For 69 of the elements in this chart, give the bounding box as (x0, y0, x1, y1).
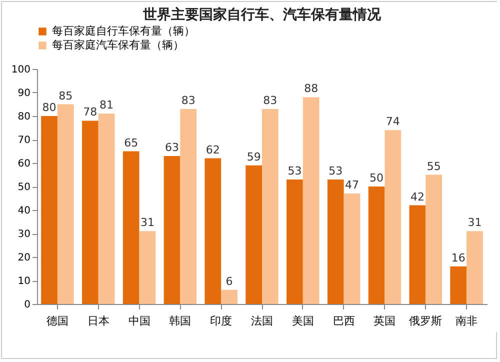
y-tick-label: 30 (18, 229, 30, 240)
bar (164, 156, 180, 304)
bar (368, 186, 385, 304)
x-tick-label: 美国 (292, 314, 314, 328)
bar (122, 151, 140, 304)
y-tick-label: 0 (24, 300, 30, 310)
legend-label: 每百家庭自行车保有量（辆） (52, 24, 195, 38)
data-label: 16 (451, 251, 466, 264)
data-label: 83 (181, 94, 196, 107)
data-label: 88 (304, 82, 318, 96)
x-tick-label: 南非 (456, 314, 478, 328)
y-tick-label: 10 (18, 276, 30, 287)
data-label: 78 (83, 106, 98, 119)
x-tick-label: 巴西 (332, 314, 355, 328)
data-label: 83 (263, 94, 278, 107)
bar (204, 158, 222, 304)
y-tick-label: 90 (18, 88, 30, 99)
y-tick-label: 60 (18, 158, 30, 170)
x-tick-label: 德国 (46, 314, 68, 328)
data-label: 47 (345, 178, 359, 192)
bar (344, 194, 360, 304)
x-tick-label: 韩国 (169, 314, 192, 328)
bar (286, 179, 303, 304)
bar (41, 116, 58, 304)
data-label: 53 (328, 164, 343, 178)
y-tick-label: 40 (18, 206, 30, 216)
chart-title: 世界主要国家自行车、汽车保有量情况 (142, 6, 382, 23)
data-label: 50 (370, 172, 384, 184)
bar (98, 114, 115, 304)
data-label: 62 (206, 143, 220, 156)
data-label: 31 (140, 216, 154, 230)
data-label: 80 (42, 101, 56, 114)
bar (180, 108, 197, 304)
x-tick-label: 俄罗斯 (409, 314, 442, 328)
bar (302, 97, 320, 304)
bar (82, 120, 98, 304)
y-tick-label: 50 (18, 182, 30, 193)
bar (384, 130, 402, 304)
bar (426, 174, 442, 304)
legend-label: 每百家庭汽车保有量（辆） (52, 38, 184, 52)
bar (57, 104, 74, 304)
bar (139, 231, 156, 304)
x-tick-label: 英国 (374, 314, 396, 328)
y-tick-label: 100 (11, 64, 30, 76)
bar (327, 179, 344, 304)
data-label: 63 (165, 140, 179, 154)
data-label: 55 (426, 160, 441, 173)
x-tick-label: 法国 (251, 314, 273, 328)
data-label: 85 (58, 89, 73, 102)
y-tick-label: 20 (18, 252, 30, 264)
bar (221, 290, 238, 304)
y-tick-label: 70 (18, 135, 30, 146)
data-label: 31 (468, 216, 482, 230)
data-label: 81 (100, 98, 114, 112)
x-tick-label: 中国 (128, 314, 150, 328)
data-label: 42 (410, 190, 424, 204)
x-tick-label: 印度 (210, 314, 232, 328)
data-label: 53 (288, 164, 302, 178)
bar (409, 205, 426, 304)
bar (262, 108, 278, 304)
bar (450, 266, 467, 304)
bar (466, 231, 483, 304)
y-tick-label: 80 (18, 112, 30, 122)
data-label: 59 (246, 150, 261, 164)
bar (246, 165, 262, 304)
x-tick-label: 日本 (87, 314, 110, 328)
data-label: 65 (124, 136, 138, 150)
data-label: 74 (386, 115, 400, 128)
data-label: 6 (226, 274, 233, 288)
